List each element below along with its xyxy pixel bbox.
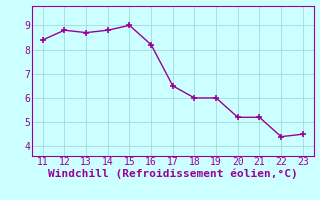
X-axis label: Windchill (Refroidissement éolien,°C): Windchill (Refroidissement éolien,°C): [48, 169, 298, 179]
